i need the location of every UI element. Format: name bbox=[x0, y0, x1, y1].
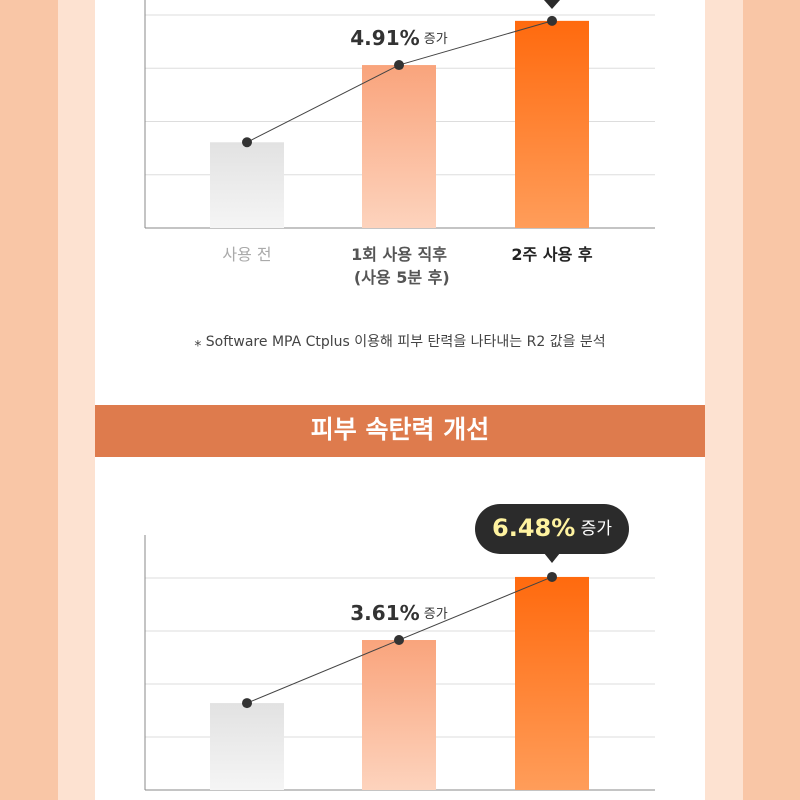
annotation: 6.48% 증가 bbox=[492, 514, 612, 542]
bar bbox=[210, 142, 284, 228]
bar bbox=[210, 703, 284, 790]
annotation-bubble bbox=[475, 503, 629, 554]
trend-dot bbox=[394, 635, 404, 646]
trend-dot bbox=[242, 137, 252, 148]
footnote: ⁎ Software MPA Ctplus 이용해 피부 탄력을 나타내는 R2… bbox=[194, 334, 605, 350]
bar bbox=[362, 65, 436, 229]
x-tick-label: 2주 사용 후 bbox=[511, 245, 592, 264]
x-tick-label: 사용 전 bbox=[222, 245, 271, 264]
bar bbox=[515, 576, 589, 790]
trend-dot bbox=[394, 60, 404, 71]
annotation: 3.61% 증가 bbox=[350, 601, 447, 625]
section-header bbox=[95, 405, 705, 457]
trend-dot bbox=[547, 571, 557, 582]
bubble-pointer bbox=[544, 552, 560, 563]
bubble-pointer bbox=[544, 0, 560, 9]
bar bbox=[515, 20, 589, 229]
section-title: 피부 속탄력 개선 bbox=[311, 415, 489, 444]
trend-dot bbox=[547, 15, 557, 26]
x-tick-label: 1회 사용 직후 (사용 5분 후) bbox=[348, 245, 449, 287]
annotation: 4.91% 증가 bbox=[350, 26, 447, 50]
trend-dot bbox=[242, 698, 252, 709]
bar bbox=[362, 640, 436, 790]
